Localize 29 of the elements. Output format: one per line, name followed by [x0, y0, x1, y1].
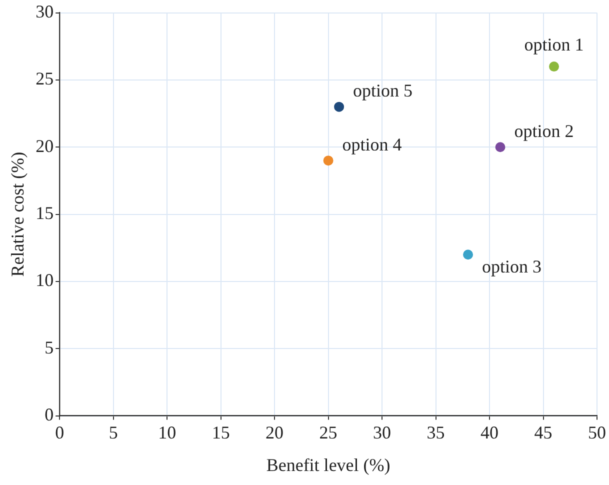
x-tick-label: 45: [534, 422, 552, 442]
x-tick-label: 35: [426, 422, 445, 442]
point: [549, 62, 560, 72]
x-tick-label: 5: [108, 422, 118, 442]
y-tick-label: 10: [36, 270, 54, 290]
point: [334, 102, 344, 112]
y-tick-label: 25: [36, 68, 54, 89]
series-label: option 4: [342, 134, 402, 154]
x-tick-label: 20: [266, 422, 284, 442]
point: [323, 156, 334, 166]
x-tick-label: 25: [319, 422, 338, 442]
series-label: option 2: [514, 120, 574, 141]
x-axis-title: Benefit level (%): [266, 454, 390, 475]
point: [463, 250, 474, 260]
y-tick-label: 30: [36, 2, 54, 22]
y-tick-label: 0: [44, 404, 54, 425]
series-label: option 1: [524, 34, 584, 54]
x-tick-label: 10: [158, 422, 176, 442]
y-axis-title: Relative cost (%): [8, 152, 28, 277]
series-label: option 5: [353, 80, 413, 101]
y-tick-label: 15: [36, 203, 54, 224]
y-tick-label: 20: [36, 136, 54, 156]
x-tick-label: 15: [212, 422, 230, 442]
point: [495, 142, 506, 152]
series-label: option 3: [482, 256, 542, 276]
x-tick-label: 50: [588, 422, 606, 442]
y-tick-label: 5: [44, 337, 54, 358]
x-tick-label: 40: [480, 422, 499, 442]
x-tick-label: 30: [373, 422, 392, 442]
